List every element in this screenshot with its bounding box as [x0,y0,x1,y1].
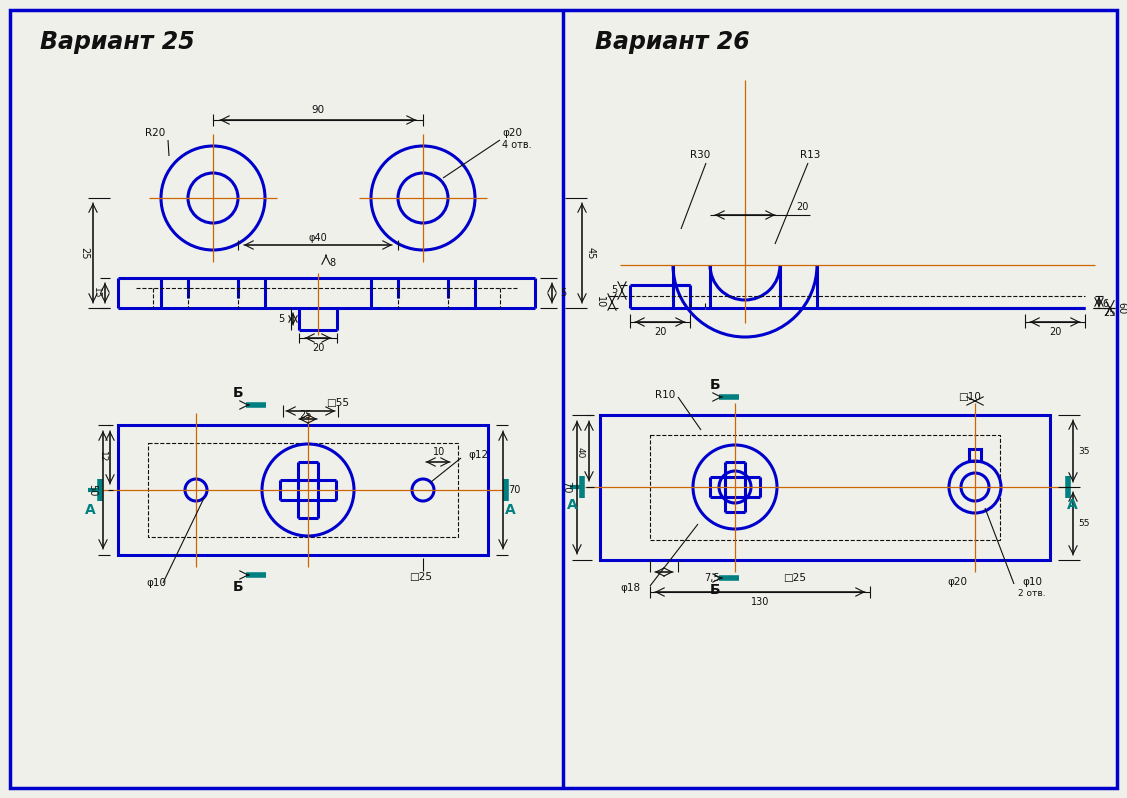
Text: R10: R10 [655,390,675,400]
Text: φ20: φ20 [947,577,967,587]
Text: φ10: φ10 [1022,577,1042,587]
Text: □25: □25 [409,572,433,582]
Text: 90: 90 [311,105,325,115]
Text: R30: R30 [690,150,710,160]
Bar [148,443,458,537]
Bar [118,425,488,555]
Text: φ20: φ20 [502,128,522,138]
Text: □25: □25 [783,573,807,583]
Text: 20: 20 [796,202,808,212]
Text: 55: 55 [1079,519,1090,527]
Text: 7,5: 7,5 [704,573,720,583]
Text: 70: 70 [561,481,571,493]
Text: 70: 70 [508,485,521,495]
Text: 8: 8 [329,258,335,268]
Bar [600,415,1050,560]
Text: 25: 25 [79,247,89,259]
Text: □55: □55 [327,398,349,408]
Text: φ18: φ18 [620,583,640,593]
Text: 10: 10 [433,447,445,457]
Text: 130: 130 [751,597,770,607]
Text: 20: 20 [654,327,666,337]
Text: φ40: φ40 [309,233,327,243]
Bar [969,449,980,461]
Text: 5: 5 [611,285,618,295]
Text: 4 отв.: 4 отв. [502,140,532,150]
Text: А: А [1066,498,1077,512]
Text: 35: 35 [1079,447,1090,456]
Text: 10: 10 [595,296,605,308]
Text: Вариант 25: Вариант 25 [39,30,195,54]
Text: 5: 5 [278,314,284,324]
Text: 5: 5 [560,288,566,298]
Text: 20: 20 [1049,327,1062,337]
Text: Б: Б [232,580,243,594]
Text: 20: 20 [312,343,325,353]
Text: 25: 25 [1102,308,1116,318]
Text: 6: 6 [1102,299,1108,309]
Text: Б: Б [232,386,243,400]
Text: Б: Б [710,583,720,597]
Text: 12: 12 [98,452,106,463]
Text: φ10: φ10 [147,578,166,588]
Text: 15: 15 [91,287,100,298]
Text: Вариант 26: Вариант 26 [595,30,749,54]
Text: R20: R20 [145,128,166,138]
Text: Б: Б [710,378,720,392]
Text: 50: 50 [87,484,97,496]
Text: А: А [85,503,96,517]
Text: А: А [505,503,515,517]
Text: 25: 25 [300,410,312,420]
Bar [650,435,1000,540]
Text: φ12: φ12 [468,450,488,460]
Text: □10: □10 [959,392,982,402]
Text: 2 отв.: 2 отв. [1018,590,1046,598]
Text: R13: R13 [800,150,820,160]
Text: 40: 40 [576,448,585,459]
Text: 45: 45 [586,247,596,259]
Text: 60: 60 [1116,302,1126,314]
Text: А: А [567,498,577,512]
